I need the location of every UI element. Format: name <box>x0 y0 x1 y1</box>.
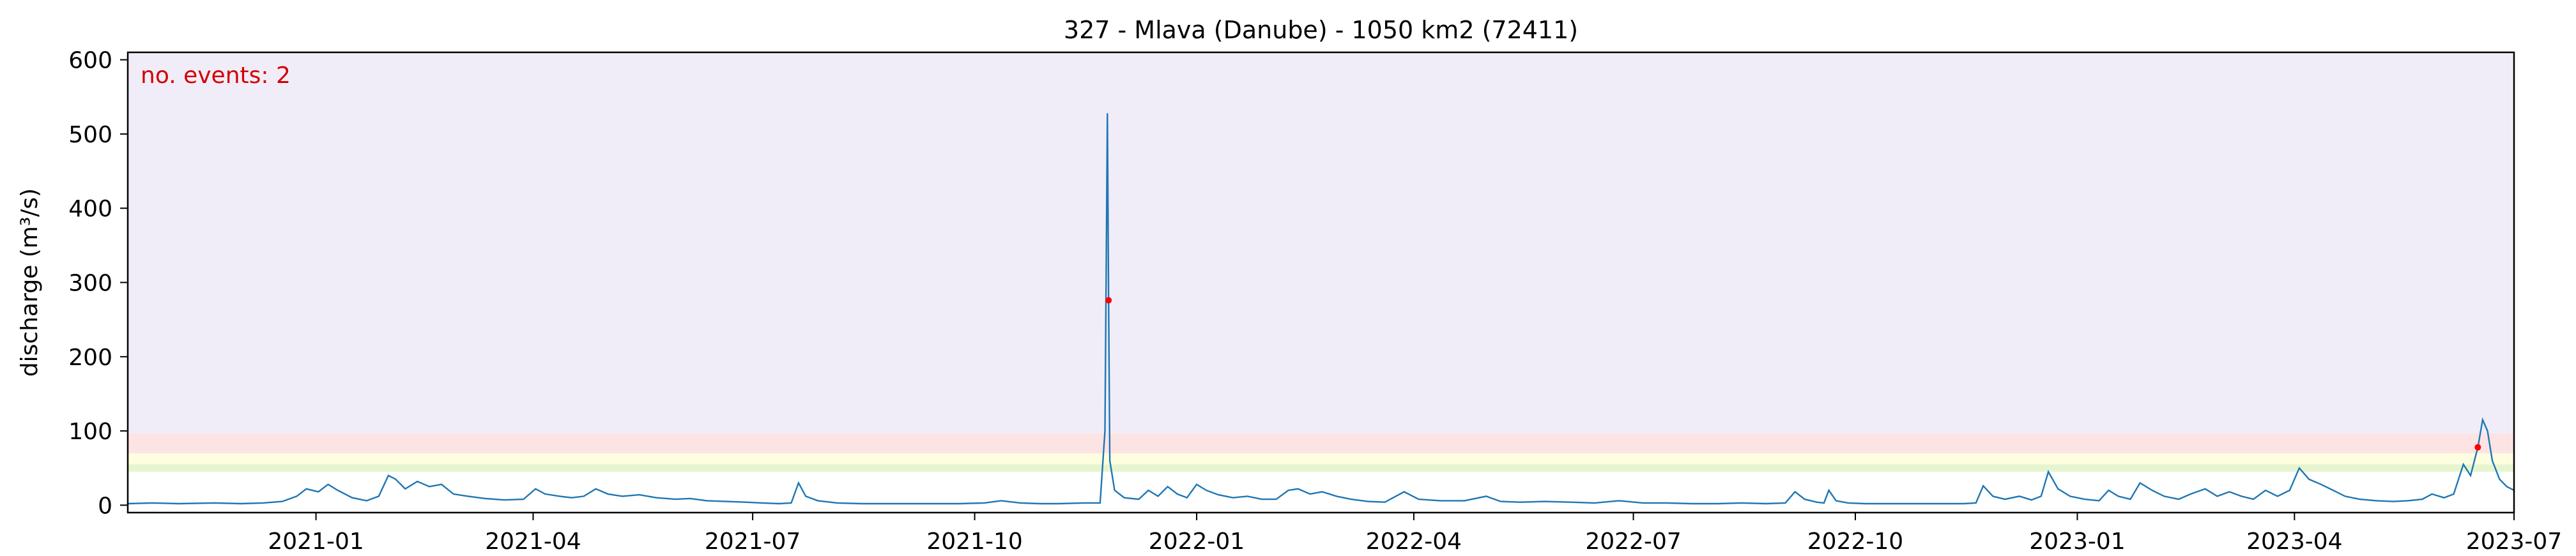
y-axis: 0 100 200 300 400 500 600 <box>68 48 128 519</box>
threshold-bands <box>128 52 2514 472</box>
threshold-band-4 <box>128 52 2514 433</box>
x-tick-label: 2021-07 <box>705 529 801 555</box>
y-axis-label: discharge (m³/s) <box>17 188 43 377</box>
x-tick-label: 2022-04 <box>1366 529 1462 555</box>
event-markers <box>1105 297 2481 451</box>
events-count-annotation: no. events: 2 <box>141 63 291 89</box>
y-tick-label: 100 <box>68 419 112 445</box>
threshold-band-2 <box>128 453 2514 465</box>
x-tick-label: 2022-01 <box>1149 529 1245 555</box>
x-tick-label: 2021-01 <box>268 529 364 555</box>
chart-title: 327 - Mlava (Danube) - 1050 km2 (72411) <box>1064 16 1578 44</box>
x-tick-label: 2023-07 <box>2466 529 2562 555</box>
x-tick-label: 2021-04 <box>485 529 581 555</box>
x-tick-label: 2022-07 <box>1585 529 1681 555</box>
event-marker-2 <box>2474 444 2481 451</box>
x-tick-label: 2021-10 <box>926 529 1022 555</box>
x-tick-label: 2023-04 <box>2246 529 2342 555</box>
threshold-band-1 <box>128 464 2514 472</box>
series-line-discharge <box>127 113 2515 505</box>
event-marker-1 <box>1105 297 1112 304</box>
y-tick-label: 200 <box>68 345 112 371</box>
y-tick-label: 0 <box>98 493 112 519</box>
x-axis: 2021-01 2021-04 2021-07 2021-10 2022-01 2022-… <box>268 513 2562 555</box>
x-tick-label: 2022-10 <box>1807 529 1903 555</box>
y-tick-label: 500 <box>68 122 112 148</box>
y-tick-label: 600 <box>68 48 112 74</box>
x-tick-label: 2023-01 <box>2029 529 2125 555</box>
threshold-band-3 <box>128 433 2514 453</box>
y-tick-label: 300 <box>68 271 112 297</box>
y-tick-label: 400 <box>68 196 112 222</box>
